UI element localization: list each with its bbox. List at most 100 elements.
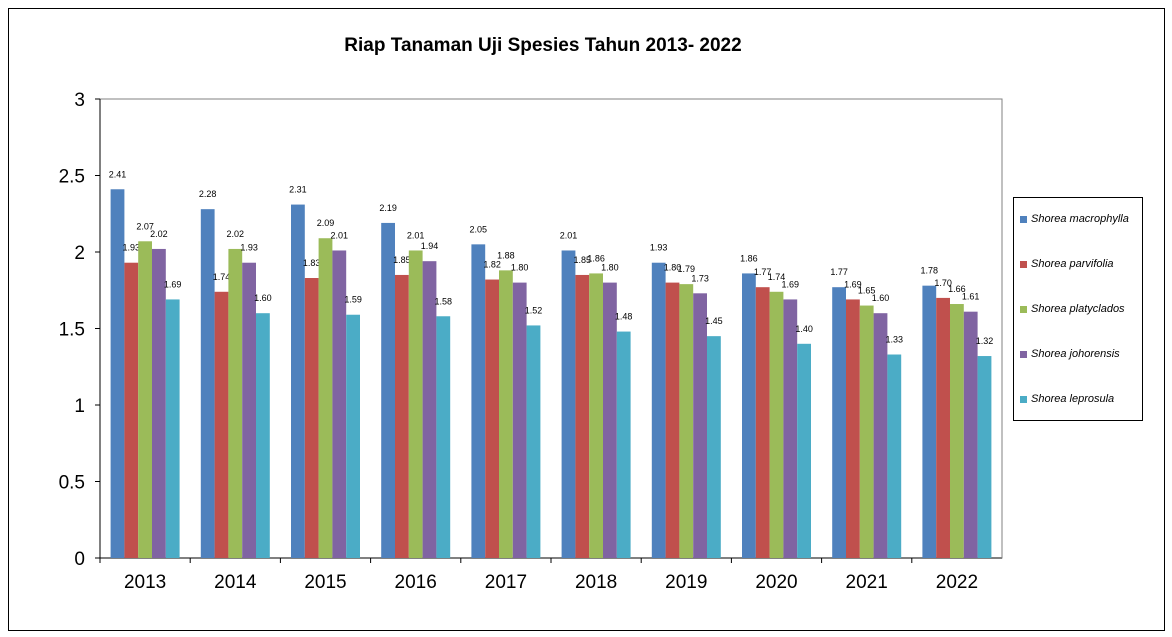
bar-shorea-leprosula: [977, 356, 992, 558]
data-label: 1.48: [615, 312, 633, 322]
legend-item: Shorea parvifolia: [1020, 258, 1114, 270]
data-label: 1.65: [858, 286, 876, 296]
data-label: 1.69: [844, 279, 862, 289]
bar-shorea-johorensis: [873, 313, 888, 558]
legend-swatch: [1020, 260, 1027, 268]
data-label: 1.80: [601, 263, 619, 273]
data-label: 1.40: [795, 324, 813, 334]
bar-shorea-parvifolia: [936, 297, 950, 558]
bar-shorea-platyclados: [679, 284, 694, 558]
data-label: 2.28: [199, 189, 217, 199]
bar-shorea-johorensis: [783, 299, 798, 558]
data-label: 2.01: [560, 230, 578, 240]
data-label: 1.69: [164, 279, 182, 289]
bar-shorea-parvifolia: [665, 282, 680, 558]
legend-item: Shorea leprosula: [1020, 393, 1114, 405]
y-tick-label: 1: [74, 396, 85, 417]
data-label: 1.86: [587, 253, 605, 263]
data-label: 1.73: [691, 273, 709, 283]
bar-shorea-parvifolia: [214, 291, 229, 558]
y-tick-label: 1.5: [59, 320, 85, 341]
bar-shorea-macrophylla: [561, 250, 576, 558]
legend-label: Shorea johorensis: [1031, 348, 1120, 360]
data-label: 2.01: [407, 230, 425, 240]
x-tick-label: 2018: [575, 572, 617, 593]
bar-shorea-parvifolia: [485, 279, 499, 558]
bar-shorea-leprosula: [887, 354, 902, 558]
data-label: 1.74: [768, 272, 786, 282]
bar-shorea-parvifolia: [575, 274, 590, 558]
bar-shorea-platyclados: [589, 273, 603, 558]
bar-shorea-leprosula: [526, 325, 541, 558]
data-label: 1.88: [497, 250, 515, 260]
bar-shorea-macrophylla: [200, 209, 215, 558]
bar-shorea-macrophylla: [291, 204, 305, 558]
data-label: 2.02: [227, 229, 245, 239]
data-label: 2.19: [379, 203, 397, 213]
x-tick-label: 2016: [395, 572, 437, 593]
x-tick-label: 2014: [214, 572, 257, 593]
legend-item: Shorea macrophylla: [1020, 213, 1129, 225]
bar-shorea-parvifolia: [755, 287, 770, 558]
bar-shorea-leprosula: [616, 331, 631, 558]
bar-shorea-parvifolia: [124, 262, 139, 558]
data-label: 1.85: [574, 255, 592, 265]
bar-shorea-platyclados: [408, 250, 423, 558]
data-label: 1.33: [886, 335, 904, 345]
data-label: 1.82: [483, 260, 501, 270]
bar-shorea-macrophylla: [922, 285, 937, 558]
data-label: 1.93: [650, 243, 668, 253]
legend-swatch: [1020, 215, 1027, 223]
data-label: 1.69: [782, 279, 800, 289]
data-label: 1.60: [872, 293, 890, 303]
legend-swatch: [1020, 305, 1027, 313]
legend-swatch: [1020, 395, 1027, 403]
legend-label: Shorea macrophylla: [1031, 213, 1129, 225]
y-tick-label: 2: [74, 243, 85, 264]
data-label: 2.05: [470, 224, 488, 234]
x-tick-label: 2013: [124, 572, 166, 593]
bar-shorea-leprosula: [346, 314, 360, 558]
bar-shorea-platyclados: [318, 238, 333, 559]
bar-shorea-johorensis: [512, 282, 527, 558]
x-tick-label: 2021: [846, 572, 888, 593]
bar-shorea-macrophylla: [742, 273, 756, 558]
bar-shorea-leprosula: [707, 336, 721, 558]
bar-shorea-macrophylla: [381, 222, 395, 558]
y-tick-label: 0.5: [59, 473, 85, 494]
data-label: 1.93: [240, 243, 258, 253]
data-label: 1.52: [525, 305, 543, 315]
data-label: 1.86: [740, 253, 758, 263]
data-label: 1.78: [921, 266, 939, 276]
data-label: 1.60: [254, 293, 272, 303]
bar-shorea-platyclados: [138, 241, 152, 559]
bar-shorea-johorensis: [693, 293, 707, 558]
data-label: 1.58: [435, 296, 453, 306]
bar-shorea-leprosula: [256, 313, 270, 558]
x-tick-label: 2017: [485, 572, 527, 593]
data-label: 2.09: [317, 218, 335, 228]
data-label: 1.66: [948, 284, 966, 294]
data-label: 1.93: [123, 243, 141, 253]
bar-shorea-macrophylla: [110, 189, 125, 558]
legend-item: Shorea platyclados: [1020, 303, 1125, 315]
data-label: 1.77: [830, 267, 848, 277]
bar-shorea-platyclados: [769, 291, 784, 558]
data-label: 1.79: [678, 264, 696, 274]
bar-shorea-johorensis: [422, 261, 437, 558]
x-tick-label: 2020: [755, 572, 797, 593]
bar-shorea-johorensis: [242, 262, 256, 558]
bar-shorea-parvifolia: [395, 274, 409, 558]
legend-label: Shorea leprosula: [1031, 393, 1115, 405]
data-label: 1.85: [393, 255, 411, 265]
bar-shorea-leprosula: [436, 316, 451, 558]
data-label: 1.61: [962, 292, 980, 302]
legend-label: Shorea parvifolia: [1031, 258, 1114, 270]
data-label: 1.80: [664, 263, 682, 273]
bar-shorea-johorensis: [152, 248, 166, 558]
bar-shorea-macrophylla: [651, 262, 666, 558]
x-tick-label: 2015: [304, 572, 346, 593]
data-label: 1.94: [421, 241, 439, 251]
